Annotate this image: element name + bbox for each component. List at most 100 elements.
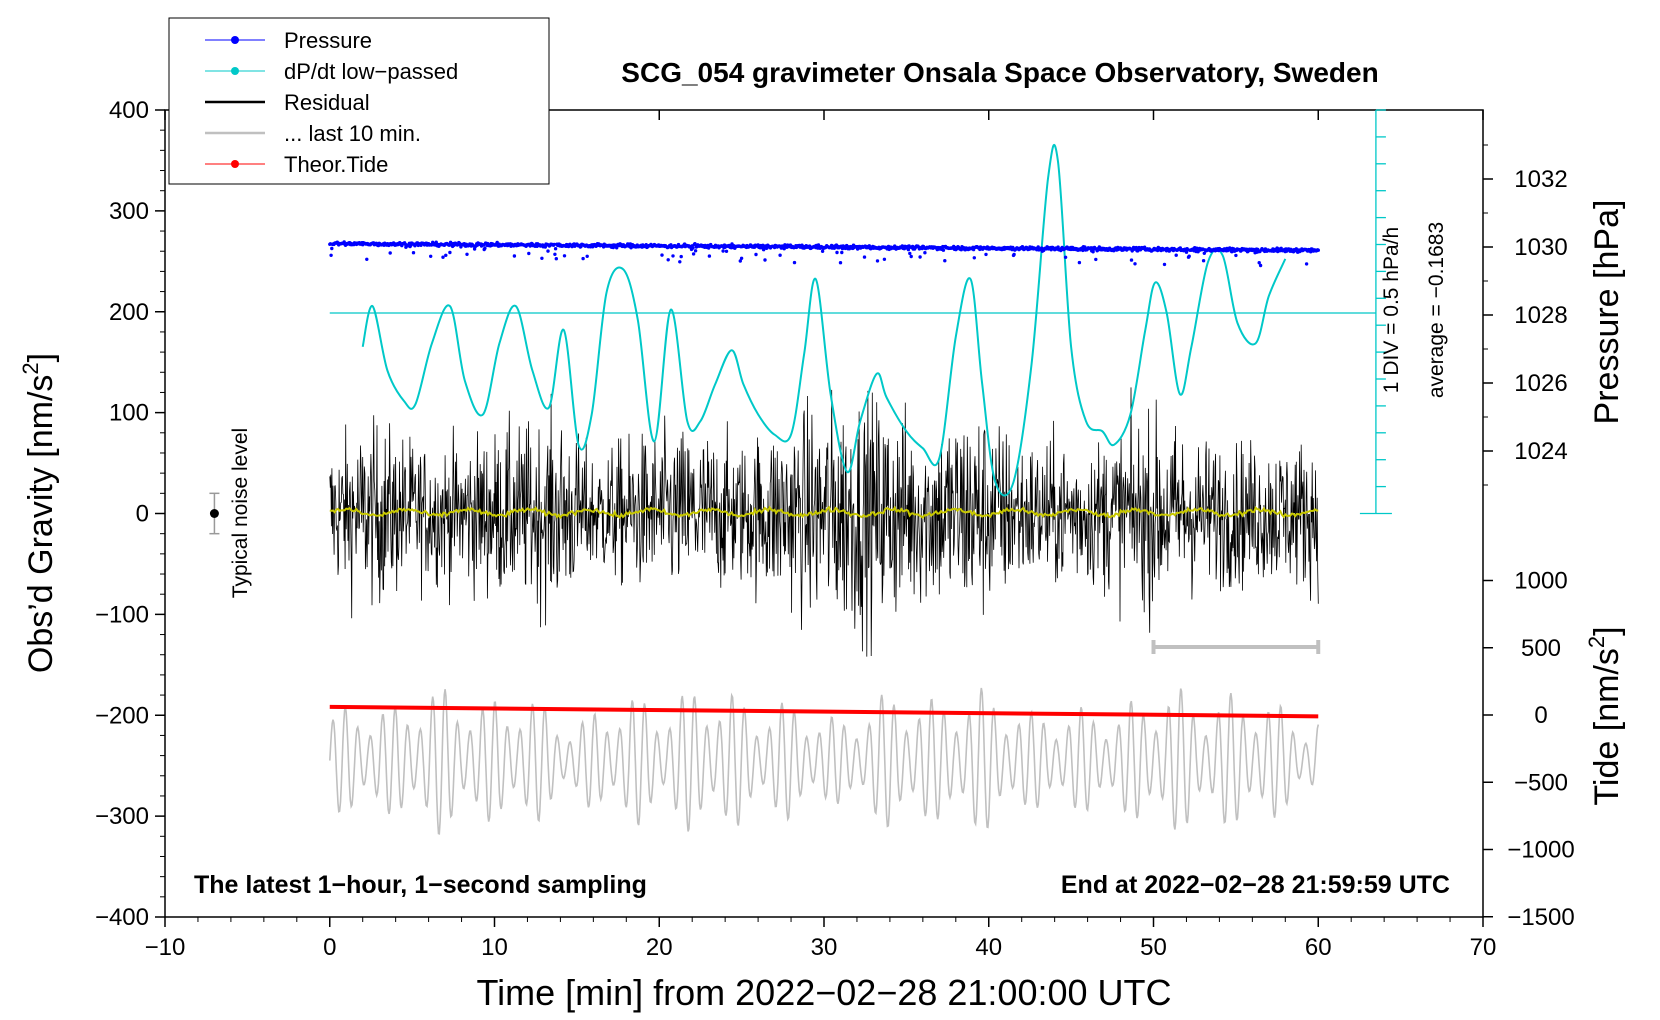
pressure-point (984, 252, 988, 257)
y-tick-label-gravity: 300 (109, 198, 149, 225)
dpdt-scale-bar (1359, 109, 1392, 515)
x-tick-label: 70 (1470, 934, 1497, 961)
y-tick-label-tide: 500 (1521, 635, 1561, 662)
pressure-point (691, 252, 696, 256)
legend-label: Theor.Tide (284, 152, 388, 177)
pressure-point (763, 258, 767, 262)
x-tick-label: 30 (811, 934, 838, 961)
pressure-point (552, 242, 556, 247)
pressure-point (972, 256, 976, 260)
legend-marker (231, 36, 239, 44)
y-tick-label-gravity: 100 (109, 400, 149, 427)
y-axis-label-tide: Tide [nm/s2] (1584, 626, 1626, 805)
y-tick-label-pressure: 1026 (1514, 370, 1567, 397)
pressure-point (444, 253, 448, 257)
y-axis-label-gravity: Obs’d Gravity [nm/s2] (18, 353, 60, 673)
x-tick-label: 60 (1305, 934, 1332, 961)
y-tick-label-pressure: 1030 (1514, 234, 1567, 261)
y-tick-label-pressure: 1028 (1514, 302, 1567, 329)
theoretical-tide-line (329, 704, 1319, 719)
pressure-point (1258, 263, 1263, 268)
pressure-point (707, 254, 712, 258)
pressure-series (328, 240, 1321, 268)
pressure-point (738, 259, 742, 263)
residual-line (329, 387, 1319, 657)
pressure-point (546, 249, 550, 253)
legend-label: Pressure (284, 28, 372, 53)
chart-title: SCG_054 gravimeter Onsala Space Observat… (621, 57, 1378, 88)
pressure-point (553, 252, 557, 256)
pressure-point (1304, 262, 1309, 266)
pressure-point (1077, 260, 1082, 265)
pressure-point (1234, 253, 1238, 258)
pressure-point (721, 249, 725, 253)
pressure-point (862, 255, 867, 259)
y-tick-label-tide: −500 (1514, 769, 1568, 796)
y-tick-label-pressure: 1032 (1514, 166, 1567, 193)
pressure-point (923, 251, 927, 255)
pressure-point (365, 257, 369, 261)
pressure-point (724, 249, 729, 253)
y-tick-label-tide: −1500 (1507, 904, 1574, 931)
pressure-point (1012, 252, 1016, 257)
y-tick-label-gravity: 400 (109, 97, 149, 124)
residual-mean-line (329, 505, 1319, 520)
axis-layer: −10 0 10 20 30 40 50 60 704003002001000−100−200−… (95, 97, 1575, 961)
legend-label: ... last 10 min. (284, 121, 421, 146)
pressure-point (660, 253, 664, 257)
y-tick-label-tide: 0 (1534, 702, 1547, 729)
x-tick-label: 50 (1140, 934, 1167, 961)
x-tick-label: 20 (646, 934, 673, 961)
pressure-point (1129, 258, 1134, 262)
x-axis-label: Time [min] from 2022−02−28 21:00:00 UTC (476, 972, 1171, 1013)
pressure-point (835, 250, 839, 255)
pressure-point (562, 254, 567, 258)
y-tick-label-pressure: 1024 (1514, 438, 1567, 465)
x-tick-label: 10 (481, 934, 508, 961)
y-axis-label-pressure: Pressure [hPa] (1588, 200, 1626, 425)
pressure-point (441, 255, 445, 259)
pressure-point (908, 251, 912, 256)
pressure-point (840, 250, 844, 255)
pressure-point (512, 254, 517, 258)
dpdt-line (361, 144, 1287, 497)
pressure-point (330, 246, 334, 251)
pressure-point (581, 256, 585, 261)
pressure-point (1063, 255, 1068, 259)
pressure-point (554, 257, 558, 261)
pressure-point (782, 247, 786, 251)
legend: Pressure dP/dt low−passed Residual ... last… (168, 17, 550, 185)
pressure-point (1091, 250, 1095, 254)
pressure-point (693, 242, 697, 246)
pressure-point (761, 248, 766, 252)
pressure-point (1011, 245, 1015, 250)
pressure-point (820, 249, 825, 253)
pressure-point (778, 253, 782, 257)
y-tick-label-gravity: −200 (95, 702, 149, 729)
pressure-point (691, 246, 695, 250)
pressure-point (585, 254, 589, 258)
y-tick-label-gravity: 200 (109, 299, 149, 326)
series-layer (209, 144, 1376, 835)
pressure-point (553, 247, 558, 251)
pressure-point (666, 258, 670, 262)
y-tick-label-tide: 1000 (1514, 568, 1567, 595)
last-10-min-line (329, 687, 1320, 835)
noise-point (209, 509, 219, 518)
y-tick-label-gravity: −400 (95, 904, 149, 931)
pressure-point (448, 250, 452, 255)
noise-level-label: Typical noise level (229, 428, 252, 598)
y-tick-label-tide: −1000 (1507, 837, 1574, 864)
pressure-point (909, 254, 913, 259)
pressure-point (1162, 262, 1167, 267)
pressure-point (754, 252, 758, 257)
pressure-point (465, 252, 469, 256)
y-tick-label-gravity: −100 (95, 601, 149, 628)
sampling-note: The latest 1−hour, 1−second sampling (194, 871, 647, 899)
pressure-point (816, 243, 821, 247)
pressure-point (388, 251, 392, 255)
pressure-point (679, 254, 683, 259)
x-tick-label: 0 (323, 934, 336, 961)
pressure-point (678, 260, 682, 264)
